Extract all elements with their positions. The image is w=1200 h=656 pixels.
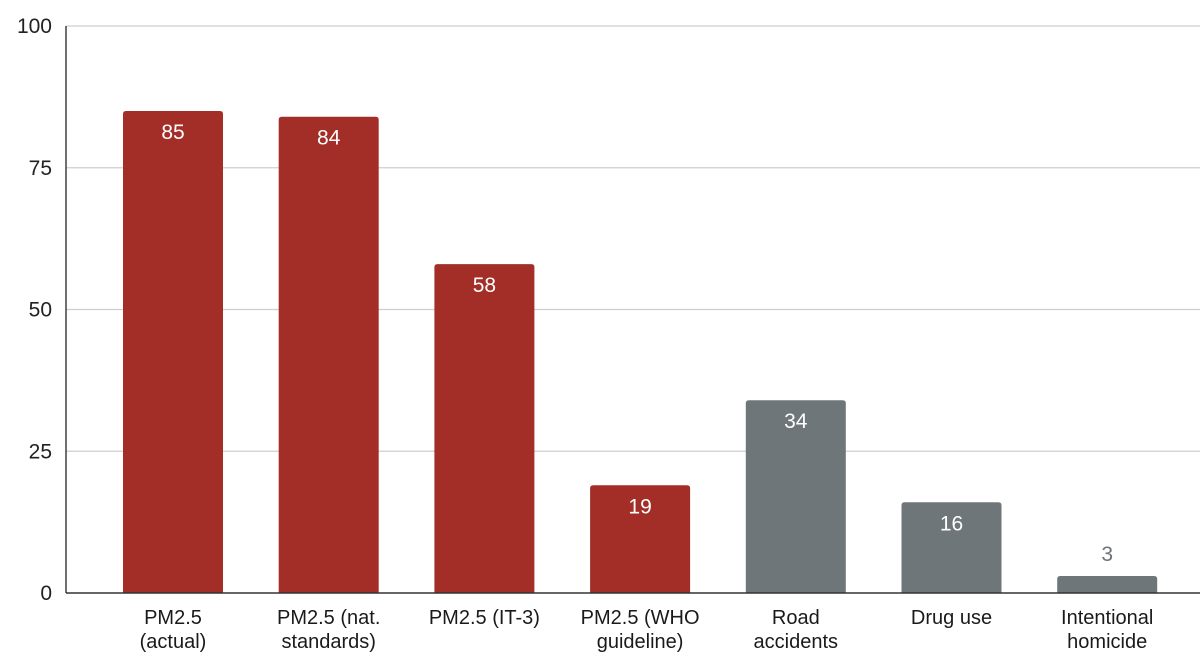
x-category-label-line: guideline) [597, 631, 684, 653]
bars [123, 111, 1158, 594]
x-category-label: Drug use [911, 607, 992, 629]
axes [65, 26, 1200, 594]
x-category-label: Intentional homicide [1061, 607, 1153, 653]
bar [123, 111, 223, 594]
bar-value-label: 3 [1101, 543, 1113, 566]
x-category-label: PM2.5 (nat. standards) [277, 607, 380, 653]
x-category-label-line: PM2.5 [144, 607, 202, 629]
x-category-label-line: accidents [754, 631, 839, 653]
x-category-label-line: (actual) [140, 631, 207, 653]
bar-value-label: 84 [317, 127, 341, 150]
bar-value-label: 58 [473, 274, 496, 297]
bar [590, 485, 691, 593]
x-category-label: Road accidents [754, 607, 839, 653]
x-category-label-line: PM2.5 (IT-3) [429, 607, 540, 629]
y-tick-label: 0 [40, 582, 52, 605]
x-category-label-line: PM2.5 (WHO [581, 607, 700, 629]
x-category-label-line: homicide [1067, 631, 1147, 653]
bar [434, 264, 535, 593]
bar [745, 400, 846, 593]
bar [901, 502, 1002, 593]
bar-value-label: 34 [784, 410, 808, 433]
bar-value-label: 19 [628, 495, 651, 518]
bar [1057, 575, 1158, 593]
y-tick-label: 50 [29, 299, 52, 322]
x-category-label-line: Intentional [1061, 607, 1153, 629]
x-category-label-line: Drug use [911, 607, 992, 629]
bar-value-label: 85 [161, 121, 184, 144]
x-category-label-line: PM2.5 (nat. [277, 607, 380, 629]
x-category-label: PM2.5 (IT-3) [429, 607, 540, 629]
bar-value-label: 16 [940, 512, 963, 535]
labels: 0 25 50 75 100 85 PM2.5 (actual) 84 PM2.5 (nat. st… [17, 15, 1153, 653]
x-category-label-line: Road [772, 607, 820, 629]
x-category-label: PM2.5 (WHO guideline) [581, 607, 700, 653]
x-category-label: PM2.5 (actual) [140, 607, 207, 653]
x-category-label-line: standards) [281, 631, 376, 653]
bar [278, 116, 379, 593]
y-tick-label: 75 [29, 157, 52, 180]
y-tick-label: 25 [29, 440, 52, 463]
gridlines [66, 25, 1200, 452]
y-tick-label: 100 [17, 15, 52, 38]
